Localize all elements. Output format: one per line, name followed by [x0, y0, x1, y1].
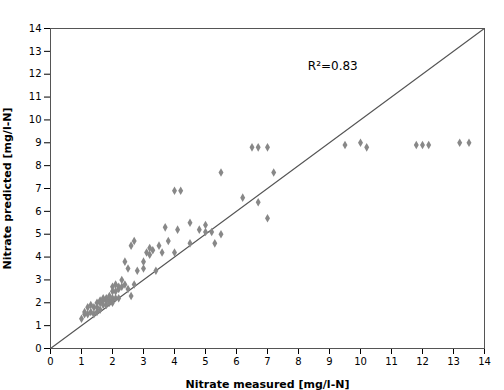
svg-text:14: 14 [478, 356, 491, 367]
svg-text:6: 6 [35, 206, 41, 217]
svg-text:2: 2 [35, 297, 41, 308]
svg-text:1: 1 [78, 356, 84, 367]
svg-text:4: 4 [171, 356, 177, 367]
svg-text:5: 5 [202, 356, 208, 367]
svg-text:0: 0 [47, 356, 53, 367]
svg-text:1: 1 [35, 320, 41, 331]
svg-text:5: 5 [35, 228, 41, 239]
svg-text:Nitrate measured [mg/l-N]: Nitrate measured [mg/l-N] [186, 378, 350, 390]
svg-text:10: 10 [354, 356, 367, 367]
svg-text:8: 8 [295, 356, 301, 367]
svg-text:13: 13 [447, 356, 460, 367]
svg-text:10: 10 [29, 114, 42, 125]
svg-text:11: 11 [29, 91, 42, 102]
svg-text:12: 12 [416, 356, 429, 367]
svg-text:3: 3 [140, 356, 146, 367]
svg-text:12: 12 [29, 68, 42, 79]
svg-text:7: 7 [264, 356, 270, 367]
svg-text:9: 9 [35, 137, 41, 148]
svg-text:3: 3 [35, 274, 41, 285]
svg-text:6: 6 [233, 356, 239, 367]
svg-text:9: 9 [326, 356, 332, 367]
svg-text:4: 4 [35, 251, 41, 262]
svg-text:Nitrate predicted [mg/l-N]: Nitrate predicted [mg/l-N] [1, 108, 14, 270]
svg-text:8: 8 [35, 160, 41, 171]
svg-text:R²=0.83: R²=0.83 [308, 59, 358, 73]
svg-text:0: 0 [35, 343, 41, 354]
svg-text:2: 2 [109, 356, 115, 367]
svg-text:7: 7 [35, 183, 41, 194]
svg-text:13: 13 [29, 46, 42, 57]
svg-text:14: 14 [29, 23, 42, 34]
svg-text:11: 11 [385, 356, 398, 367]
